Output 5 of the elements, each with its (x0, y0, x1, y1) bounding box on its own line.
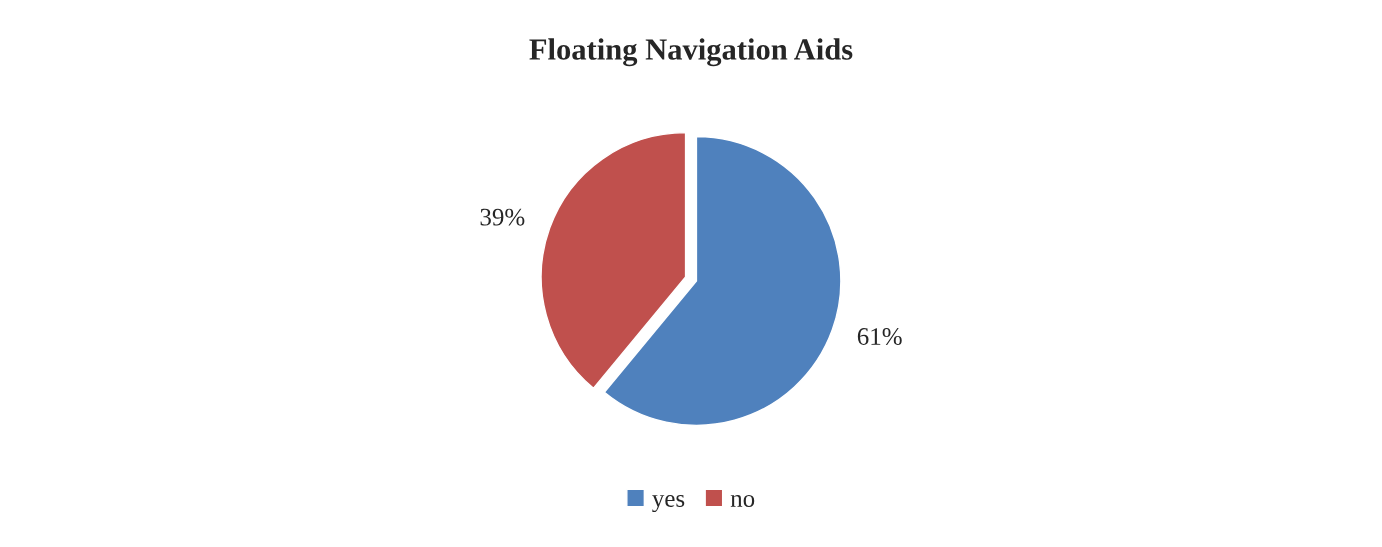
data-label: 61% (857, 328, 902, 345)
chart-title: Floating Navigation Aids (529, 38, 853, 67)
data-label: 39% (480, 208, 525, 226)
legend-label: no (730, 494, 755, 507)
legend-label: yes (652, 494, 685, 513)
